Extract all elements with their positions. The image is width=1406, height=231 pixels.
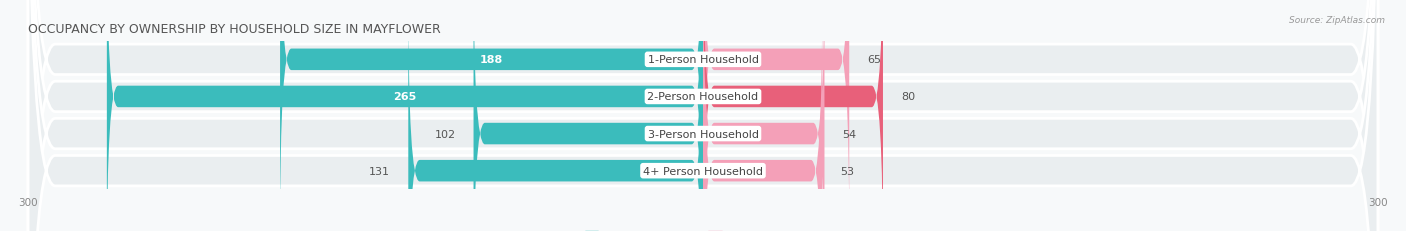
FancyBboxPatch shape (28, 0, 1378, 231)
FancyBboxPatch shape (280, 0, 703, 231)
Text: OCCUPANCY BY OWNERSHIP BY HOUSEHOLD SIZE IN MAYFLOWER: OCCUPANCY BY OWNERSHIP BY HOUSEHOLD SIZE… (28, 23, 441, 36)
Text: 265: 265 (394, 92, 416, 102)
FancyBboxPatch shape (703, 0, 883, 231)
FancyBboxPatch shape (107, 0, 703, 231)
Text: 1-Person Household: 1-Person Household (648, 55, 758, 65)
FancyBboxPatch shape (474, 0, 703, 231)
Text: 65: 65 (868, 55, 882, 65)
FancyBboxPatch shape (703, 0, 823, 231)
FancyBboxPatch shape (28, 0, 1378, 231)
FancyBboxPatch shape (703, 0, 849, 231)
Text: 53: 53 (841, 166, 855, 176)
FancyBboxPatch shape (408, 0, 703, 231)
Text: 2-Person Household: 2-Person Household (647, 92, 759, 102)
Text: 188: 188 (479, 55, 503, 65)
FancyBboxPatch shape (28, 0, 1378, 231)
Text: 131: 131 (370, 166, 391, 176)
Text: 80: 80 (901, 92, 915, 102)
Text: 102: 102 (434, 129, 456, 139)
Legend: Owner-occupied, Renter-occupied: Owner-occupied, Renter-occupied (581, 227, 825, 231)
Text: 54: 54 (842, 129, 856, 139)
Text: Source: ZipAtlas.com: Source: ZipAtlas.com (1289, 16, 1385, 25)
FancyBboxPatch shape (703, 0, 824, 231)
Text: 3-Person Household: 3-Person Household (648, 129, 758, 139)
FancyBboxPatch shape (28, 0, 1378, 231)
Text: 4+ Person Household: 4+ Person Household (643, 166, 763, 176)
